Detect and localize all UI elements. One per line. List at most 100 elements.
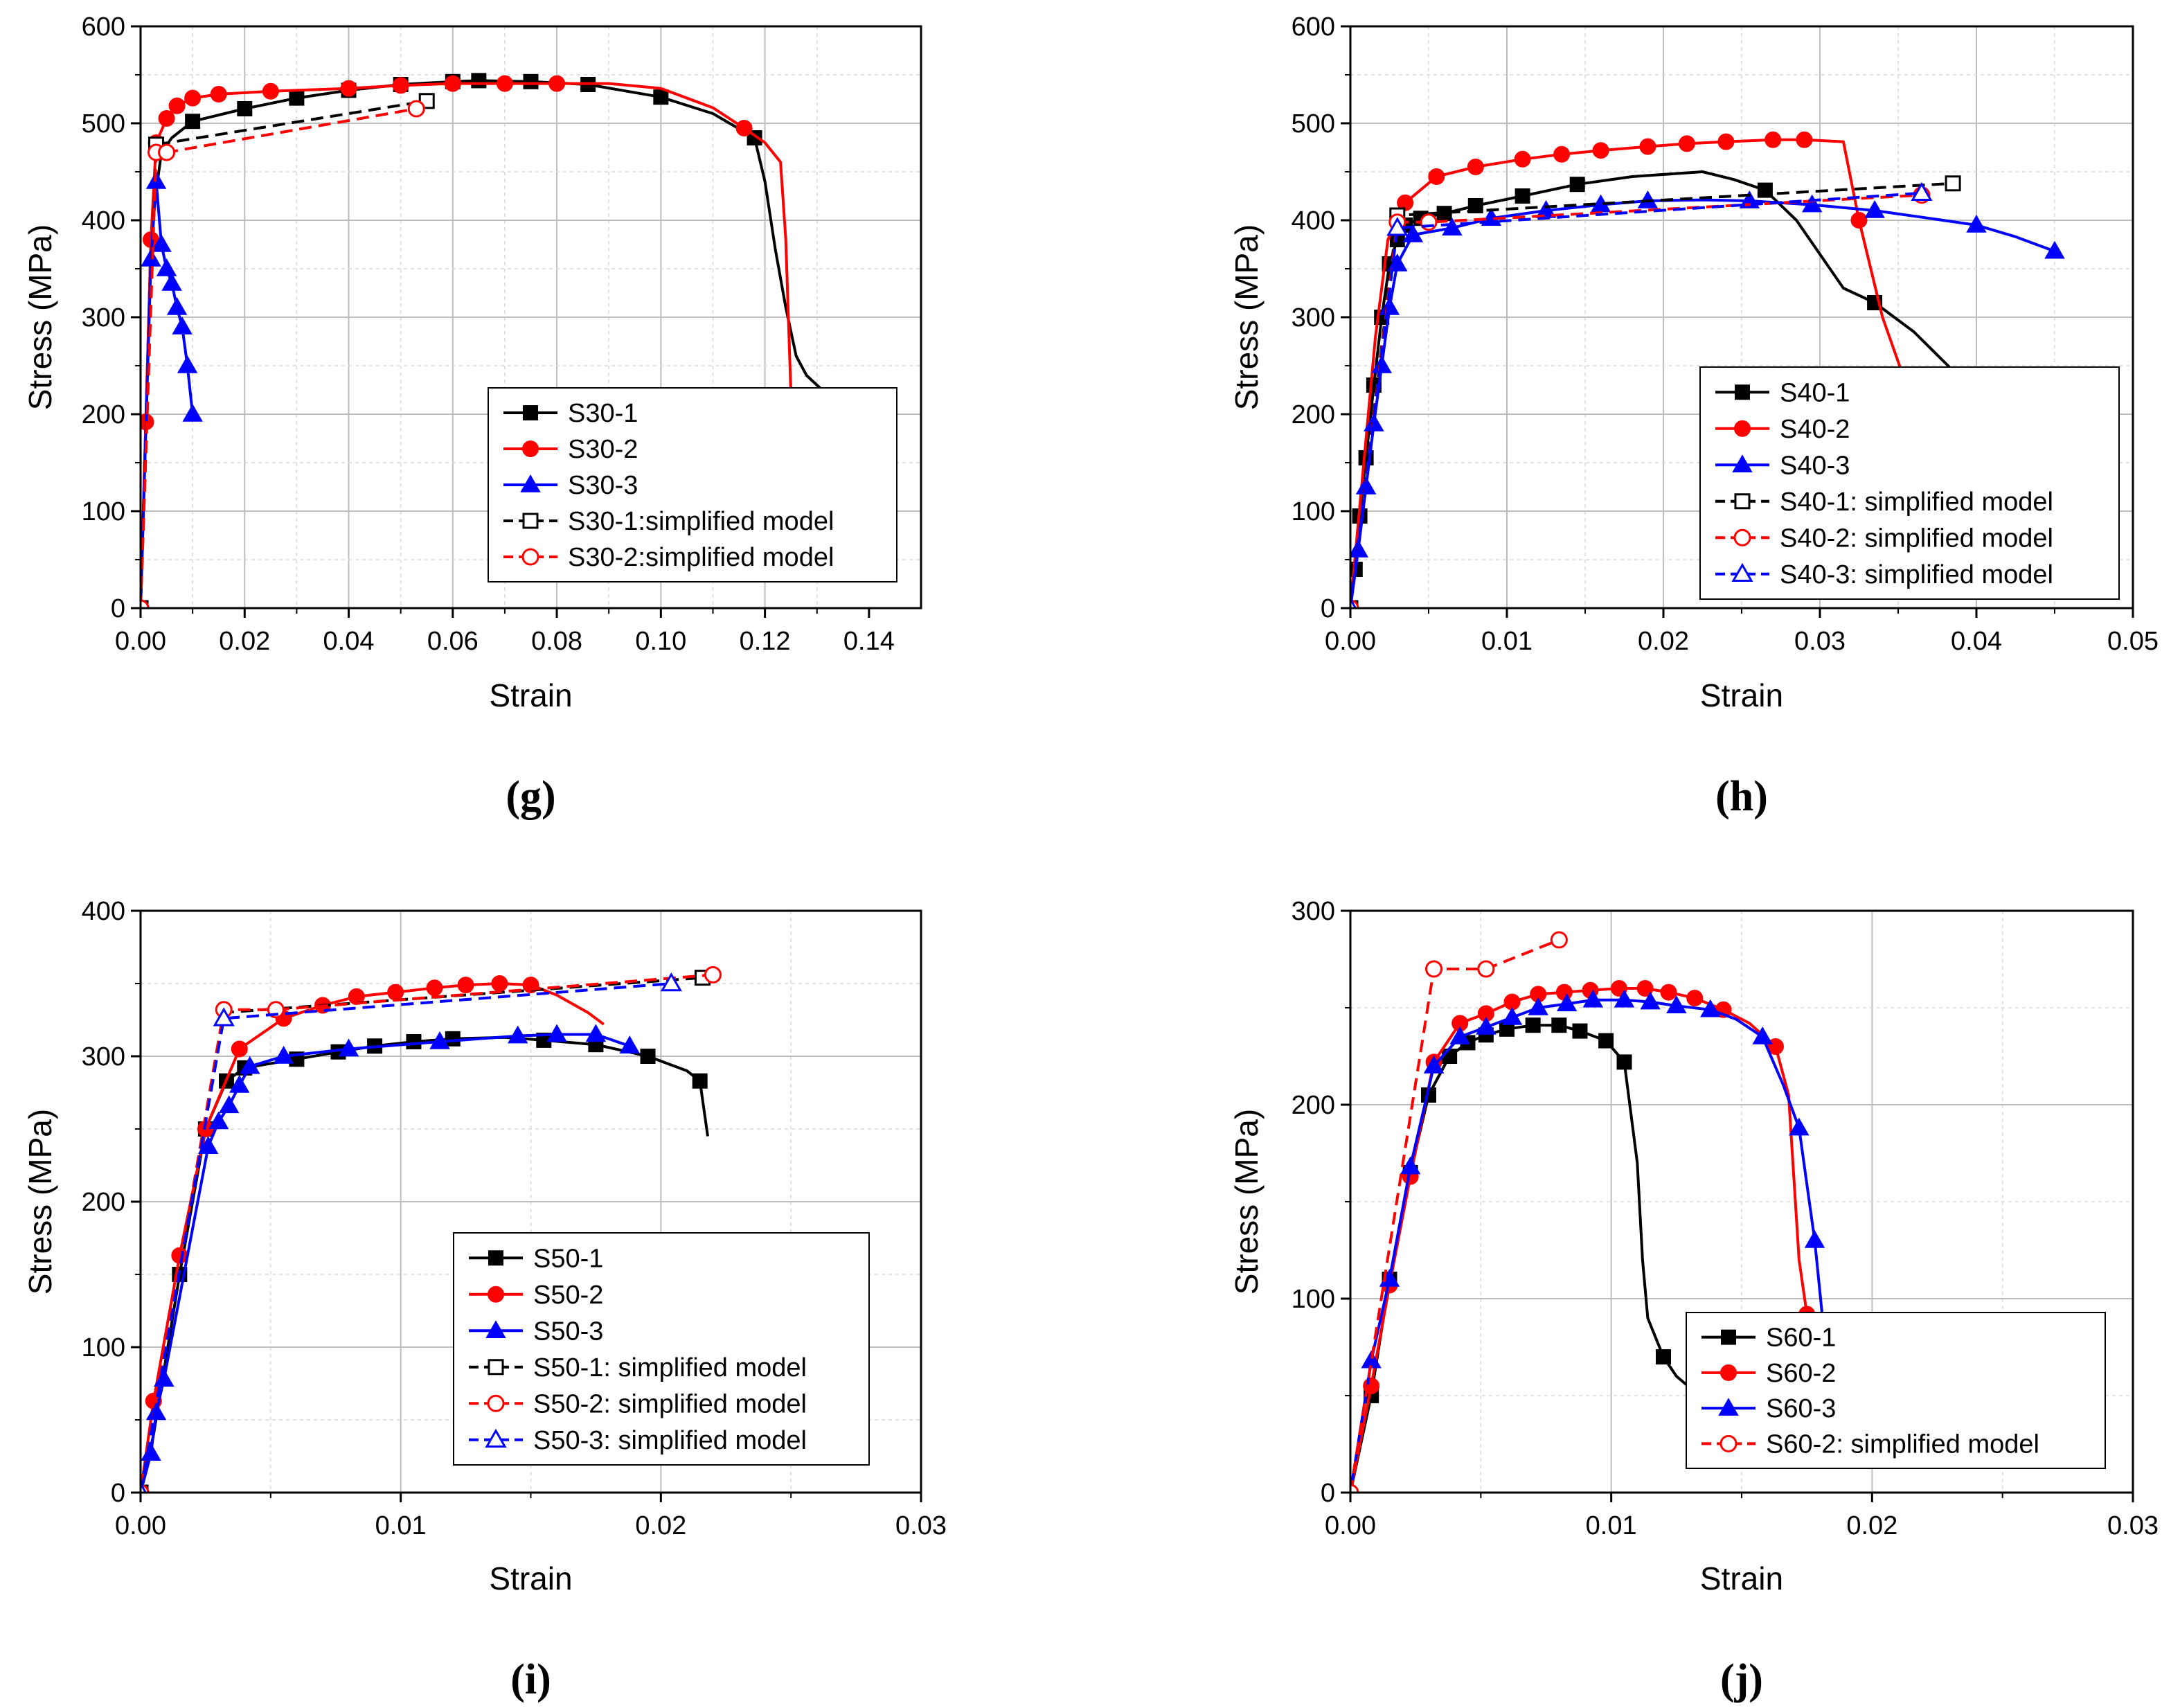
data-point xyxy=(1556,993,1578,1012)
y-tick-label: 400 xyxy=(1292,206,1335,235)
legend-label: S60-1 xyxy=(1766,1324,1836,1353)
y-tick-label: 100 xyxy=(1292,1285,1335,1314)
y-tick-label: 0 xyxy=(111,594,125,623)
data-point xyxy=(1501,1006,1523,1025)
chart-panel-1: 0.00 0.01 0.02 0.03 0.04 0.05 0 100 200 300 400 500… xyxy=(1229,12,2159,820)
data-point xyxy=(262,82,279,100)
y-tick-label: 100 xyxy=(1292,497,1335,526)
data-point xyxy=(1525,1017,1541,1033)
legend-marker xyxy=(487,1394,505,1412)
series-line xyxy=(141,982,605,1493)
legend-marker xyxy=(1733,528,1751,546)
data-point xyxy=(1660,984,1677,1001)
data-point xyxy=(1700,999,1721,1017)
data-point xyxy=(653,89,669,105)
chart-panel-0: 0.00 0.02 0.04 0.06 0.08 0.10 0.12 0.14 0 100 200 3… xyxy=(22,12,922,820)
series-s60-3 xyxy=(1350,989,1825,1493)
data-point xyxy=(1467,159,1484,175)
data-point xyxy=(1551,1017,1567,1033)
x-tick-label: 0.03 xyxy=(895,1511,947,1540)
data-point xyxy=(1640,991,1661,1010)
legend-item: S40-1: simplified model xyxy=(1715,488,2053,517)
data-point xyxy=(1966,214,1987,233)
legend-label: S50-3: simplified model xyxy=(533,1426,807,1455)
data-point xyxy=(1476,1016,1497,1035)
legend-label: S40-3 xyxy=(1780,451,1850,480)
data-point xyxy=(619,1035,640,1054)
x-tick-label: 0.01 xyxy=(375,1511,427,1540)
y-tick-label: 200 xyxy=(1292,1091,1335,1120)
legend-marker xyxy=(485,1320,506,1338)
legend-item: S60-2: simplified model xyxy=(1701,1430,2039,1459)
legend-item: S40-2 xyxy=(1715,415,1850,444)
data-point xyxy=(1528,997,1548,1015)
data-point xyxy=(407,100,425,118)
legend-marker xyxy=(1734,493,1751,510)
legend: S60-1 S60-2 S60-3 S60-2: simplified model xyxy=(1686,1312,2106,1469)
data-point xyxy=(1752,1026,1773,1044)
legend: S30-1 S30-2 S30-3 S30-1:simplified model S30… xyxy=(488,387,897,582)
legend-label: S50-1: simplified model xyxy=(533,1353,807,1382)
legend-label: S50-2 xyxy=(533,1281,603,1310)
x-tick-label: 0.03 xyxy=(1794,627,1846,656)
data-point xyxy=(184,89,202,107)
legend-item: S60-2 xyxy=(1701,1359,1836,1388)
series-line xyxy=(1350,938,1560,1493)
y-tick-label: 400 xyxy=(82,206,125,235)
x-tick-label: 0.00 xyxy=(115,627,166,656)
data-point xyxy=(338,1038,359,1057)
legend-marker xyxy=(1732,454,1753,472)
y-tick-label: 600 xyxy=(1292,12,1335,42)
legend-label: S50-2: simplified model xyxy=(533,1389,807,1418)
data-point xyxy=(1387,253,1408,272)
data-point xyxy=(1850,212,1868,229)
data-point xyxy=(210,86,227,103)
y-tick-label: 300 xyxy=(82,1042,125,1071)
data-point xyxy=(1553,145,1571,163)
y-tick-label: 0 xyxy=(1321,1479,1335,1508)
x-tick-label: 0.14 xyxy=(843,627,895,656)
data-point xyxy=(1371,355,1392,373)
series-line xyxy=(141,99,427,608)
legend-marker xyxy=(520,474,541,492)
x-tick-label: 0.02 xyxy=(1638,627,1689,656)
x-tick-label: 0.04 xyxy=(323,627,375,656)
data-point xyxy=(1442,1049,1458,1064)
data-point xyxy=(231,1040,248,1058)
panel-label: (i) xyxy=(510,1656,551,1703)
data-point xyxy=(1656,1349,1671,1364)
y-tick-label: 100 xyxy=(82,1333,125,1362)
data-point xyxy=(1636,980,1654,997)
data-point xyxy=(1598,1033,1614,1049)
legend-label: S30-2 xyxy=(568,435,638,464)
data-point xyxy=(229,1074,250,1093)
legend-item: S30-3 xyxy=(503,471,638,500)
x-tick-label: 0.08 xyxy=(531,627,582,656)
legend-item: S40-3 xyxy=(1715,451,1850,480)
data-point xyxy=(208,1111,229,1130)
legend-marker xyxy=(1719,1434,1737,1452)
data-point xyxy=(704,966,722,984)
x-tick-label: 0.05 xyxy=(2107,627,2159,656)
data-point xyxy=(1449,1026,1470,1044)
x-tick-label: 0.01 xyxy=(1586,1511,1637,1540)
data-point xyxy=(429,1031,450,1049)
data-point xyxy=(1572,1023,1588,1039)
data-point xyxy=(387,984,404,1001)
legend: S50-1 S50-2 S50-3 S50-1: simplified model S5… xyxy=(453,1232,870,1466)
x-tick-label: 0.12 xyxy=(740,627,791,656)
data-point xyxy=(154,1369,175,1387)
data-point xyxy=(1945,175,1961,192)
data-point xyxy=(1402,224,1424,242)
panel-label: (g) xyxy=(506,773,555,820)
series-s40-2 xyxy=(1350,131,1903,608)
chart-panel-3: 0.00 0.01 0.02 0.03 0 100 200 300 Strain Stress (… xyxy=(1229,897,2159,1703)
data-point xyxy=(660,972,682,992)
x-tick-label: 0.02 xyxy=(219,627,270,656)
legend-item: S50-3: simplified model xyxy=(469,1426,807,1455)
data-point xyxy=(585,1024,607,1042)
series-s30-2-simplified-model xyxy=(141,100,425,608)
x-tick-label: 0.10 xyxy=(635,627,686,656)
data-point xyxy=(156,258,177,276)
data-point xyxy=(177,355,198,373)
